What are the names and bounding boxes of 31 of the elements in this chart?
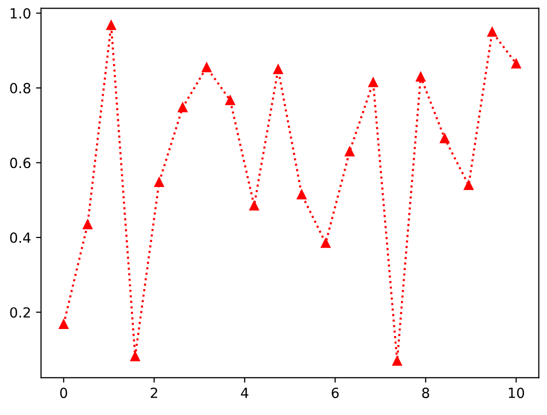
y-tick-label: 0.6 <box>10 158 30 168</box>
point <box>202 62 212 72</box>
y-tick-label: 0.8 <box>10 82 30 94</box>
point <box>368 77 378 88</box>
point <box>464 180 474 190</box>
point <box>154 177 164 187</box>
point <box>82 220 92 230</box>
point <box>273 64 284 74</box>
point <box>225 95 236 106</box>
x-tick-label: 2 <box>150 388 158 398</box>
point <box>392 356 402 366</box>
x-tick-label: 10 <box>508 388 524 398</box>
point <box>58 319 69 330</box>
point <box>249 200 260 211</box>
point <box>487 26 498 37</box>
x-tick-label: 0 <box>60 388 68 398</box>
y-tick-label: 1.0 <box>10 8 30 19</box>
point <box>416 72 426 82</box>
point <box>511 58 522 68</box>
point <box>106 20 116 30</box>
point <box>440 134 450 144</box>
point <box>130 351 140 362</box>
point <box>344 146 355 156</box>
x-tick-label: 6 <box>332 388 339 398</box>
x-tick-label: 8 <box>422 388 430 398</box>
point <box>320 238 331 248</box>
point <box>296 190 307 200</box>
point <box>178 102 188 112</box>
y-tick-label: 0.4 <box>10 232 31 243</box>
y-tick-label: 0.2 <box>10 307 30 318</box>
x-tick-label: 4 <box>240 388 248 398</box>
